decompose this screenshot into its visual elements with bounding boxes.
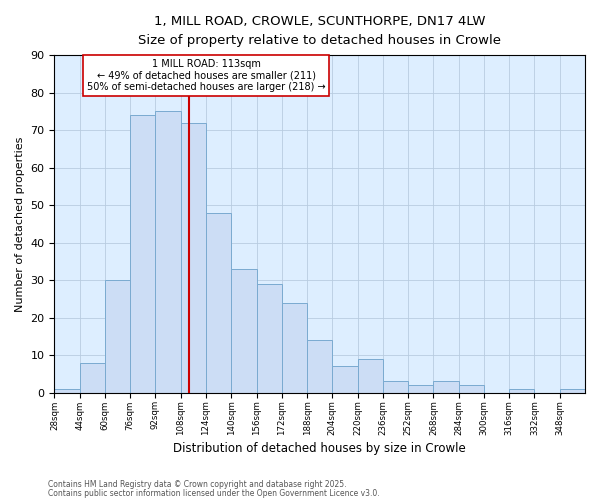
Bar <box>560 389 585 392</box>
Bar <box>105 280 130 392</box>
Bar <box>509 389 535 392</box>
Bar <box>206 212 231 392</box>
Bar <box>257 284 282 393</box>
Text: Contains HM Land Registry data © Crown copyright and database right 2025.: Contains HM Land Registry data © Crown c… <box>48 480 347 489</box>
Bar <box>307 340 332 392</box>
Bar <box>358 359 383 392</box>
Bar <box>433 382 458 392</box>
Bar <box>181 122 206 392</box>
Bar <box>383 382 408 392</box>
Bar <box>130 115 155 392</box>
Bar <box>458 385 484 392</box>
Bar <box>231 269 257 392</box>
Bar <box>80 362 105 392</box>
Bar <box>332 366 358 392</box>
Title: 1, MILL ROAD, CROWLE, SCUNTHORPE, DN17 4LW
Size of property relative to detached: 1, MILL ROAD, CROWLE, SCUNTHORPE, DN17 4… <box>138 15 501 47</box>
Text: Contains public sector information licensed under the Open Government Licence v3: Contains public sector information licen… <box>48 488 380 498</box>
Bar <box>282 302 307 392</box>
Bar <box>155 112 181 392</box>
X-axis label: Distribution of detached houses by size in Crowle: Distribution of detached houses by size … <box>173 442 466 455</box>
Text: 1 MILL ROAD: 113sqm
← 49% of detached houses are smaller (211)
50% of semi-detac: 1 MILL ROAD: 113sqm ← 49% of detached ho… <box>86 59 325 92</box>
Bar <box>55 389 80 392</box>
Y-axis label: Number of detached properties: Number of detached properties <box>15 136 25 312</box>
Bar <box>408 385 433 392</box>
